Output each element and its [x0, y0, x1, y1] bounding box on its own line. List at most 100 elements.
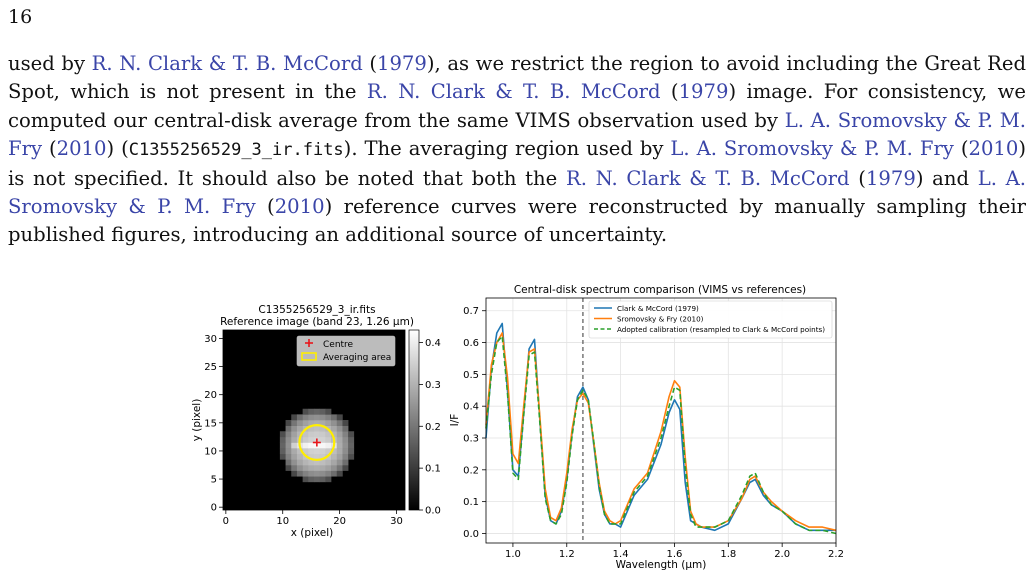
heatmap-cell: [308, 414, 315, 421]
heatmap-cell: [308, 431, 315, 438]
heatmap-cell: [279, 436, 286, 443]
heatmap-cell: [319, 465, 326, 471]
citation-link[interactable]: 2010: [274, 195, 325, 219]
heatmap-cell: [314, 425, 320, 432]
heatmap-cell: [285, 436, 292, 443]
series-line-1: [485, 332, 837, 532]
heatmap-cell: [302, 442, 309, 449]
spectrum-ytick-label: 0.6: [463, 338, 479, 349]
heatmap-ytick-label: 0: [211, 503, 217, 514]
citation-link[interactable]: R. N. Clark & T. B. McCord: [366, 80, 661, 104]
citation-link[interactable]: R. N. Clark & T. B. McCord: [91, 52, 363, 75]
heatmap-ytick-label: 5: [211, 475, 217, 486]
heatmap-cell: [296, 425, 303, 432]
heatmap-cell: [331, 453, 338, 460]
heatmap-cell: [331, 414, 338, 421]
heatmap-cell: [302, 476, 309, 483]
heatmap-cell: [319, 408, 326, 415]
heatmap-cell: [319, 414, 326, 421]
heatmap-xlabel: x (pixel): [291, 527, 334, 539]
text-run: ) image. For consistency, we computed ou…: [8, 80, 1027, 132]
legend-label: Clark & McCord (1979): [617, 304, 699, 313]
heatmap-cell: [302, 448, 309, 455]
heatmap-cell: [325, 420, 332, 426]
heatmap-cell: [302, 436, 309, 443]
text-run: ). The averaging region used by: [343, 137, 671, 161]
heatmap-cell: [291, 425, 298, 432]
heatmap-cell: [319, 470, 326, 477]
heatmap-cell: [302, 470, 309, 477]
colorbar-ticks: 0.0 0.1 0.2 0.3 0.4: [419, 338, 441, 517]
series-line-0: [485, 322, 836, 532]
heatmap-cell: [336, 442, 343, 449]
legend-averaging-swatch: [301, 352, 317, 361]
heatmap-cell: [308, 476, 315, 483]
citation-link[interactable]: L. A. Sromovsky & P. M. Fry: [8, 166, 1026, 219]
heatmap-cell: [331, 431, 338, 438]
spectrum-xtick-label: 1.0: [505, 549, 521, 560]
heatmap-cell: [331, 465, 338, 471]
colorbar-tick-label: 0.1: [425, 464, 441, 475]
heatmap-cell: [319, 442, 326, 449]
heatmap-cell: [348, 436, 355, 443]
heatmap-cell: [314, 448, 320, 455]
heatmap-cell: [308, 465, 315, 471]
heatmap-cell: [308, 470, 315, 477]
heatmap-xtick-label: 10: [276, 516, 289, 527]
heatmap-cell: [342, 442, 349, 449]
heatmap-cell: [308, 425, 315, 432]
heatmap-cell: [342, 420, 349, 426]
spectrum-xlabel: Wavelength (μm): [616, 559, 707, 571]
heatmap-cell: [319, 476, 326, 483]
heatmap-xtick-label: 30: [390, 516, 403, 527]
colorbar-tick-label: 0.0: [425, 506, 441, 517]
heatmap-cell: [325, 408, 332, 415]
text-run: (: [660, 80, 679, 104]
heatmap-cell: [291, 465, 298, 471]
citation-link[interactable]: L. A. Sromovsky & P. M. Fry: [8, 108, 1027, 161]
heatmap-cell: [325, 442, 332, 449]
heatmap-cell: [336, 453, 343, 460]
heatmap-cell: [331, 448, 338, 455]
heatmap-cell: [302, 414, 309, 421]
heatmap-cell: [325, 470, 332, 477]
heatmap-cell: [302, 408, 309, 415]
citation-link[interactable]: 1979: [678, 80, 729, 104]
heatmap-cell: [325, 476, 332, 483]
heatmap-cell: [336, 420, 343, 426]
heatmap-ytick-label: 30: [204, 334, 217, 345]
text-run: (: [953, 137, 969, 161]
heatmap-frame: [222, 329, 406, 511]
heatmap-cell: [279, 453, 286, 460]
heatmap-cell: [296, 459, 303, 466]
averaging-area-marker: [298, 423, 336, 462]
heatmap-cell: [342, 431, 349, 438]
heatmap-cell: [296, 453, 303, 460]
heatmap-cell: [285, 448, 292, 455]
heatmap-cell: [296, 470, 303, 477]
heatmap-cell: [336, 470, 343, 477]
heatmap-cell: [302, 465, 309, 471]
heatmap-cell: [319, 431, 326, 438]
heatmap-cell: [279, 442, 286, 449]
heatmap-cell: [331, 459, 338, 466]
citation-link[interactable]: R. N. Clark & T. B. McCord: [565, 166, 850, 190]
heatmap-cell: [336, 459, 343, 466]
heatmap-cell: [296, 465, 303, 471]
text-run: (: [255, 195, 275, 219]
spectrum-frame: [485, 297, 837, 544]
file-name: C1355256529_3_ir.fits: [128, 140, 344, 161]
heatmap-subtitle: Reference image (band 23, 1.26 μm): [220, 316, 414, 328]
citation-link[interactable]: L. A. Sromovsky & P. M. Fry: [670, 137, 954, 161]
citation-link[interactable]: 1979: [865, 166, 916, 190]
heatmap-cell: [342, 459, 349, 466]
citation-link[interactable]: 2010: [56, 137, 107, 161]
heatmap-cell: [342, 465, 349, 471]
citation-link[interactable]: 1979: [377, 52, 427, 75]
heatmap-cell: [325, 465, 332, 471]
heatmap-cell: [314, 465, 320, 471]
spectrum-ytick-label: 0.2: [463, 465, 479, 476]
text-run: used by: [8, 52, 92, 75]
citation-link[interactable]: 2010: [968, 137, 1019, 161]
